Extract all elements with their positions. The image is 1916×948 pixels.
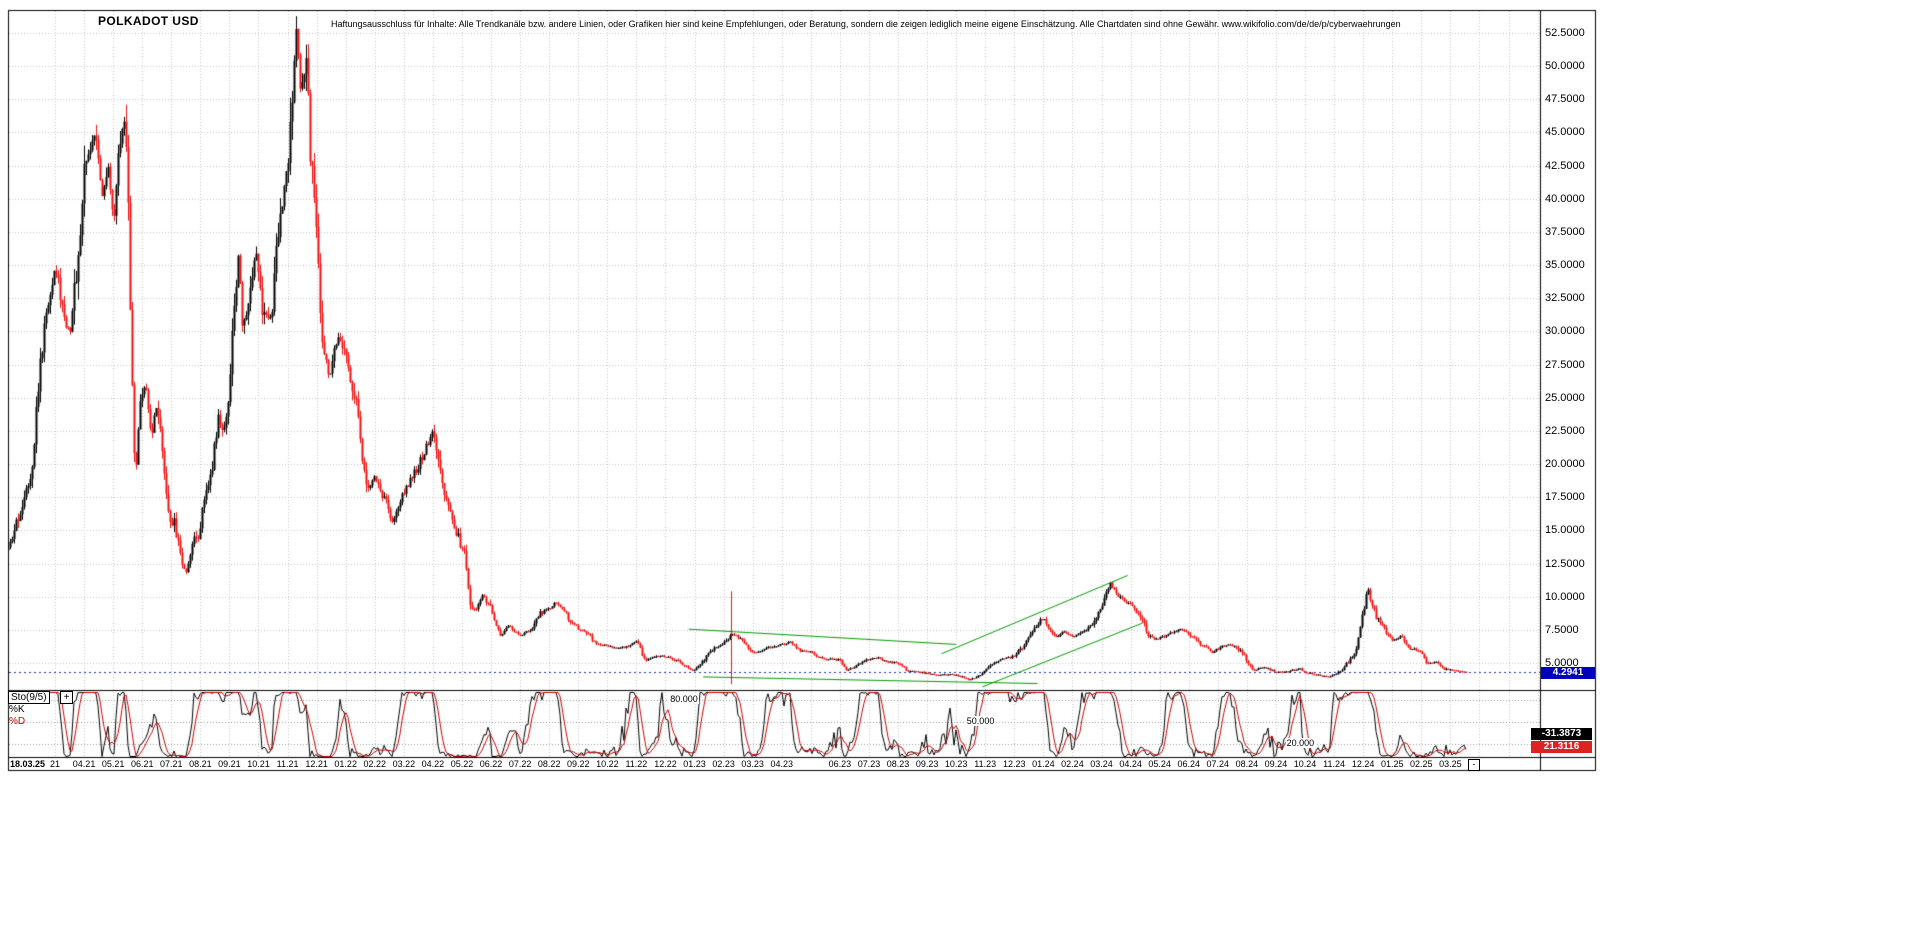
- indicator-add-button[interactable]: +: [60, 691, 73, 704]
- time-axis-label: 12.24: [1351, 759, 1375, 769]
- time-axis-label: 01.22: [334, 759, 357, 769]
- time-axis-label: 02.23: [712, 759, 735, 769]
- price-axis-label: 7.5000: [1545, 623, 1579, 636]
- time-axis-label: 10.21: [247, 759, 270, 769]
- price-axis-label: 30.0000: [1545, 325, 1585, 338]
- price-axis-label: 15.0000: [1545, 524, 1585, 537]
- indicator-label[interactable]: Sto(9/5): [8, 691, 50, 704]
- time-axis-label: 08.22: [537, 759, 561, 769]
- time-axis-label: 05.22: [450, 759, 474, 769]
- time-axis-label: 04.21: [72, 759, 96, 769]
- time-axis-label: 09.21: [218, 759, 241, 769]
- price-axis-label: 50.0000: [1545, 60, 1585, 73]
- time-axis-label: 06.22: [479, 759, 503, 769]
- time-axis-label: 03.23: [741, 759, 764, 769]
- time-axis-label: 04.23: [770, 759, 794, 769]
- time-axis-label: 07.21: [160, 759, 183, 769]
- time-axis-label: 01.25: [1380, 759, 1404, 769]
- time-axis-label: 03.25: [1439, 759, 1462, 769]
- time-axis-label: 08.23: [886, 759, 910, 769]
- time-axis-label: 11.21: [276, 759, 299, 769]
- price-axis-label: 12.5000: [1545, 557, 1585, 570]
- time-axis-label: 08.24: [1235, 759, 1259, 769]
- disclaimer-text: Haftungsausschluss für Inhalte: Alle Tre…: [331, 19, 1401, 29]
- time-axis-label: 09.24: [1264, 759, 1288, 769]
- price-axis-label: 32.5000: [1545, 292, 1585, 305]
- price-axis-label: 22.5000: [1545, 424, 1585, 437]
- price-axis-label: 17.5000: [1545, 491, 1585, 504]
- time-axis-label: 09.22: [566, 759, 590, 769]
- price-axis-label: 5.0000: [1545, 657, 1579, 669]
- time-axis-label: 02.24: [1061, 759, 1084, 769]
- price-axis-label: 27.5000: [1545, 358, 1585, 371]
- time-axis-label: 04.22: [421, 759, 445, 769]
- time-axis-label: 07.22: [508, 759, 532, 769]
- price-axis-label: 45.0000: [1545, 126, 1585, 139]
- price-axis-label: 42.5000: [1545, 159, 1585, 172]
- time-axis-label: 10.24: [1293, 759, 1317, 769]
- time-axis-label: 06.23: [828, 759, 852, 769]
- price-axis-label: 47.5000: [1545, 93, 1585, 106]
- time-axis-label: 11.22: [625, 759, 648, 769]
- time-axis-label: 09.23: [915, 759, 939, 769]
- time-axis-label: 21: [49, 759, 60, 769]
- time-axis-label: 12.23: [1003, 759, 1026, 769]
- stochastic-d-label: %D: [9, 716, 26, 727]
- time-axis-label: 11.23: [974, 759, 997, 769]
- time-axis-label: 03.22: [392, 759, 416, 769]
- time-axis-label: 04.24: [1119, 759, 1142, 769]
- price-axis-label: 35.0000: [1545, 259, 1585, 272]
- time-axis-label: 05.21: [101, 759, 125, 769]
- stochastic-k-value: -31.3873: [1531, 728, 1592, 740]
- time-axis-label: 10.22: [596, 759, 619, 769]
- time-axis-label: 01.23: [683, 759, 706, 769]
- time-axis-label: 10.23: [944, 759, 968, 769]
- time-axis-label: 12.21: [305, 759, 328, 769]
- time-axis-label: 12.22: [654, 759, 677, 769]
- current-price-badge: 4.2941: [1541, 667, 1595, 679]
- time-axis-label: 08.21: [189, 759, 212, 769]
- time-axis-label: 01.24: [1032, 759, 1055, 769]
- stochastic-level-label: 20.000: [1285, 737, 1316, 748]
- time-axis-label: 02.25: [1410, 759, 1433, 769]
- price-axis-label: 37.5000: [1545, 225, 1585, 238]
- time-axis-label: 07.24: [1206, 759, 1230, 769]
- stochastic-level-label: 50.000: [965, 716, 996, 726]
- price-axis-label: 40.0000: [1545, 192, 1585, 205]
- chart-date-label: 18.03.25: [10, 759, 46, 769]
- price-axis-label: 20.0000: [1545, 458, 1585, 471]
- time-axis-label: 11.24: [1323, 759, 1345, 769]
- time-axis-label: 05.24: [1148, 759, 1171, 769]
- time-axis-label: 07.23: [857, 759, 881, 769]
- time-axis-label: 02.22: [363, 759, 387, 769]
- axis-end-button[interactable]: -: [1468, 759, 1480, 771]
- chart-title: POLKADOT USD: [98, 14, 199, 28]
- time-axis-label: 06.24: [1177, 759, 1200, 769]
- time-axis-label: 03.24: [1090, 759, 1113, 769]
- price-axis-label: 52.5000: [1545, 27, 1585, 39]
- time-axis-label: 06.21: [130, 759, 154, 769]
- stochastic-d-value: 21.3116: [1531, 741, 1592, 753]
- price-axis-label: 10.0000: [1545, 590, 1585, 603]
- stochastic-level-label: 80.000: [669, 694, 699, 704]
- price-axis-label: 25.0000: [1545, 391, 1585, 404]
- stochastic-k-label: %K: [9, 704, 25, 715]
